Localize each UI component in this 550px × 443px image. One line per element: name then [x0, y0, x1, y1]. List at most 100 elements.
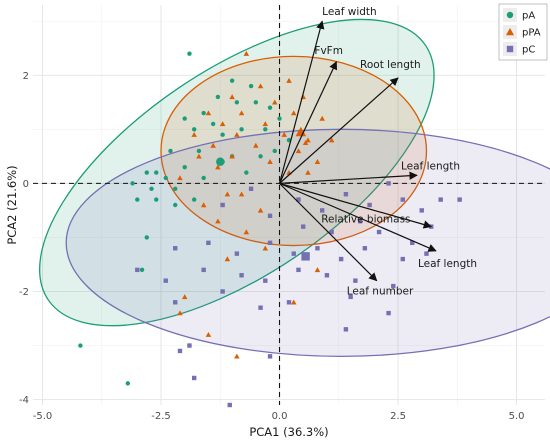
point-pPA [210, 142, 216, 148]
point-pPA [205, 110, 212, 116]
point-pPA [314, 267, 321, 273]
centroid-pA [216, 157, 225, 166]
x-tick-label: -2.5 [151, 411, 171, 422]
vector-label: FvFm [314, 45, 343, 57]
legend-marker-pC [506, 45, 514, 53]
point-pC [386, 181, 391, 186]
vector-arrow [279, 182, 433, 229]
point-pA [130, 181, 135, 186]
point-pC [367, 202, 372, 208]
point-pA [272, 148, 277, 154]
point-pC [286, 300, 292, 305]
point-pA [78, 343, 83, 348]
point-pC [348, 294, 353, 300]
point-pPA [196, 153, 202, 159]
point-pC [177, 348, 183, 354]
point-pC [419, 208, 424, 213]
point-pA [248, 83, 254, 89]
vector-label: Leaf length [418, 258, 477, 270]
confidence-ellipses [39, 18, 550, 357]
point-pC [376, 229, 382, 235]
point-pC [296, 197, 301, 202]
point-pA [191, 127, 197, 132]
point-pPA [286, 77, 292, 83]
point-pA [277, 116, 282, 121]
vector-arrow [279, 182, 437, 252]
point-pPA [234, 131, 240, 137]
point-pA [196, 148, 202, 154]
vector-label: Leaf number [347, 286, 414, 298]
point-pPA [290, 299, 297, 305]
point-pA [173, 186, 178, 191]
point-pC [291, 251, 296, 256]
point-pA [154, 170, 159, 175]
vector-label: Leaf width [322, 6, 377, 18]
point-pPA [234, 353, 240, 359]
vector-label: Leaf length [401, 160, 460, 172]
loading-vectors: Leaf width FvFm Root length Leaf length Rela… [278, 6, 477, 298]
point-pA [239, 127, 244, 132]
point-pPA [224, 191, 231, 197]
point-pC [267, 354, 273, 359]
legend-marker-pA [506, 11, 514, 19]
point-pC [163, 278, 168, 283]
point-pC [220, 289, 225, 294]
point-pPA [177, 175, 183, 181]
point-pPA [229, 94, 235, 100]
vector-label: Relative biomass [321, 214, 410, 226]
point-pPA [253, 142, 259, 148]
point-pA [253, 100, 259, 105]
point-pA [173, 202, 178, 208]
point-pC [338, 256, 344, 262]
point-pC [357, 219, 363, 224]
point-pA [144, 170, 149, 175]
point-pPA [224, 256, 231, 262]
point-pPA [229, 153, 235, 159]
point-pA [163, 175, 168, 181]
point-pC [457, 197, 462, 202]
point-pA [139, 267, 145, 273]
point-pPA [281, 131, 288, 137]
point-pA [154, 197, 159, 202]
point-pPA [305, 169, 311, 175]
point-pC [220, 202, 225, 208]
legend-label-pC: pC [522, 45, 535, 56]
point-pA [229, 78, 235, 83]
point-pPA [267, 159, 273, 164]
legend: pA pPA pC [498, 3, 548, 61]
point-pPA [215, 164, 221, 170]
point-pC [343, 191, 349, 197]
point-pA [220, 132, 225, 137]
point-pA [234, 100, 240, 105]
point-pPA [191, 131, 197, 137]
point-pC [386, 310, 391, 316]
point-pPA [177, 310, 183, 316]
point-pA [201, 110, 206, 116]
point-pA [144, 235, 149, 240]
point-pA [191, 197, 197, 202]
plot-panel [33, 5, 545, 405]
point-pA [182, 116, 187, 121]
x-axis-title: PCA1 (36.3%) [249, 425, 328, 439]
vector-arrow [278, 20, 325, 184]
point-pPA [243, 50, 250, 56]
point-pC [234, 251, 240, 256]
point-pA [125, 381, 131, 386]
point-pPA [302, 140, 309, 146]
vector-arrow [279, 182, 378, 282]
point-pC [319, 208, 325, 213]
point-pPA [257, 207, 264, 213]
centroid-pC [301, 252, 310, 261]
point-pC [424, 251, 429, 256]
point-pA [149, 186, 154, 191]
point-pPA [272, 99, 278, 105]
legend-label-pA: pA [522, 11, 535, 22]
point-pC [206, 240, 211, 246]
point-pC [329, 229, 334, 235]
point-pC [400, 197, 405, 202]
y-axis-title: PCA2 (21.6%) [5, 165, 19, 244]
point-pC [301, 224, 306, 229]
point-pPA [238, 191, 245, 197]
ellipse-pA [39, 18, 435, 327]
